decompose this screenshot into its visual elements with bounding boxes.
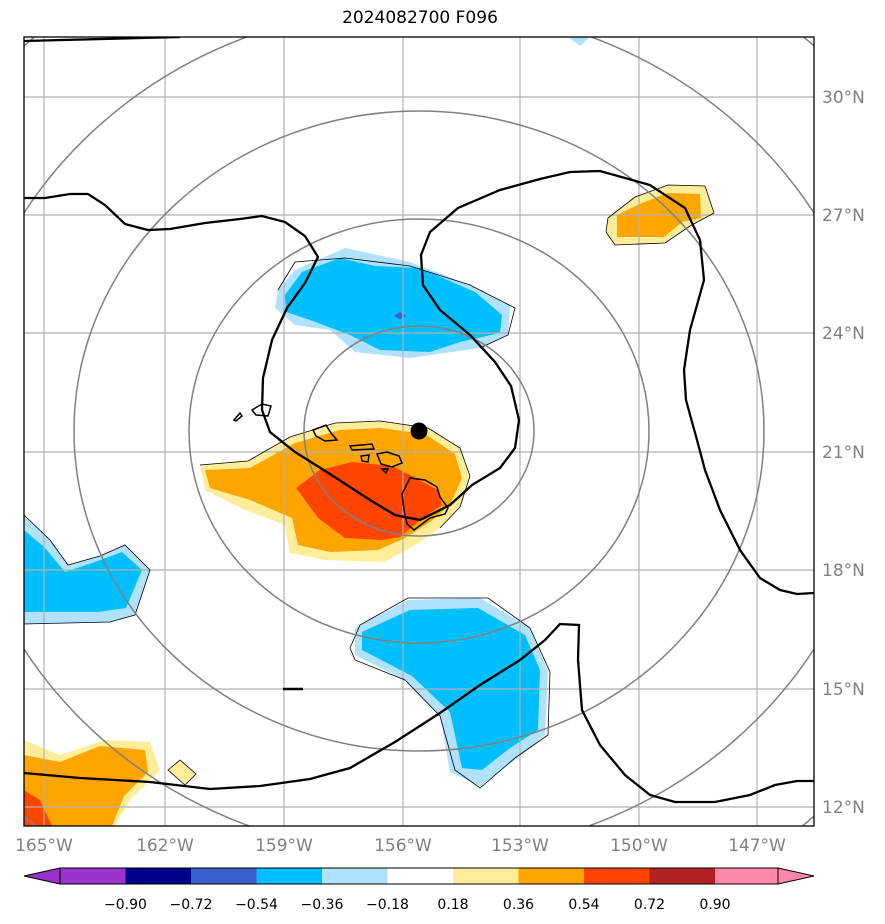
colorbar-swatch xyxy=(518,868,584,884)
lon-tick-label: 153°W xyxy=(491,836,549,856)
colorbar-tick-label: −0.90 xyxy=(104,897,147,913)
island-oahu xyxy=(311,424,339,442)
anomaly-negative-north-mid xyxy=(285,258,502,352)
colorbar-tick-label: 0.90 xyxy=(699,897,730,913)
colorbar-tick-label: 0.72 xyxy=(634,897,665,913)
anomaly-negative-top-edge xyxy=(568,37,590,46)
bold-contour xyxy=(24,37,814,804)
colorbar-frame xyxy=(59,867,779,885)
lon-tick-label: 150°W xyxy=(610,836,668,856)
colorbar-swatch xyxy=(453,868,519,884)
anomaly-positive-sw-dark xyxy=(24,790,52,826)
island-niihau xyxy=(232,411,243,422)
colorbar-tick-label: 0.54 xyxy=(568,897,599,913)
colorbar-swatch xyxy=(715,868,778,884)
colorbar-swatch xyxy=(387,868,453,884)
colorbar-tick-label: −0.72 xyxy=(170,897,213,913)
lat-tick-labels: 30°N 27°N 24°N 21°N 18°N 15°N 12°N xyxy=(822,88,865,818)
colorbar-tick-label: 0.36 xyxy=(503,897,534,913)
lon-tick-label: 165°W xyxy=(15,836,73,856)
island-hawaii xyxy=(401,477,449,531)
lon-tick-label: 162°W xyxy=(136,836,194,856)
colorbar-extend-low xyxy=(23,867,61,885)
lat-tick-label: 18°N xyxy=(822,561,865,581)
colorbar-swatch xyxy=(256,868,322,884)
lat-tick-label: 21°N xyxy=(822,443,865,463)
lat-tick-label: 12°N xyxy=(822,798,865,818)
colorbar-tick-label: −0.36 xyxy=(301,897,344,913)
colorbar-swatch xyxy=(191,868,257,884)
map-frame xyxy=(23,36,815,827)
range-rings xyxy=(24,37,814,826)
anomaly-positive-small xyxy=(168,760,196,785)
map-title: 2024082700 F096 xyxy=(342,8,498,28)
lat-tick-label: 27°N xyxy=(822,206,865,226)
colorbar-swatch xyxy=(322,868,388,884)
colorbar-swatch xyxy=(649,868,715,884)
colorbar-swatch xyxy=(584,868,650,884)
gridlines xyxy=(24,37,814,826)
lon-tick-labels: 165°W 162°W 159°W 156°W 153°W 150°W 147°… xyxy=(15,836,786,856)
lon-tick-label: 159°W xyxy=(255,836,313,856)
colorbar-tick-label: 0.18 xyxy=(437,897,468,913)
island-lanai xyxy=(360,454,370,463)
lat-tick-label: 15°N xyxy=(822,680,865,700)
shaded-field xyxy=(24,37,714,826)
island-maui xyxy=(375,451,403,468)
island-kahoolawe xyxy=(380,468,390,475)
lon-tick-label: 156°W xyxy=(374,836,432,856)
island-kauai xyxy=(250,403,272,417)
island-molokai xyxy=(348,443,376,451)
colorbar-swatch xyxy=(125,868,191,884)
colorbar-tick-label: −0.18 xyxy=(366,897,409,913)
lat-tick-label: 24°N xyxy=(822,324,865,344)
lon-tick-label: 147°W xyxy=(728,836,786,856)
center-marker xyxy=(410,422,428,440)
coastlines xyxy=(232,403,449,531)
map-panel: 165°W 162°W 159°W 156°W 153°W 150°W 147°… xyxy=(15,36,865,856)
lat-tick-label: 30°N xyxy=(822,88,865,108)
colorbar-swatch xyxy=(60,868,126,884)
colorbar-extend-high xyxy=(777,867,815,885)
anomaly-negative-west-mid xyxy=(24,530,142,612)
colorbar-tick-label: −0.54 xyxy=(235,897,278,913)
anomaly-positive-sw-mid xyxy=(24,746,148,826)
